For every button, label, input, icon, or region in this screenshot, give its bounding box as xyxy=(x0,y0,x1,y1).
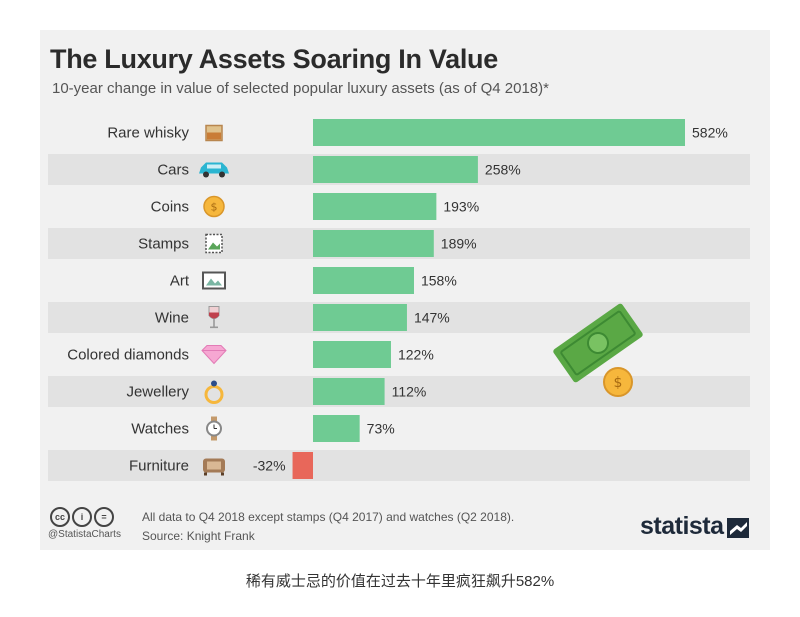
data-label: 582% xyxy=(692,125,728,141)
bar xyxy=(313,304,407,331)
bar xyxy=(313,378,385,405)
watch-icon xyxy=(206,416,222,441)
bar xyxy=(292,452,313,479)
data-label: 112% xyxy=(392,384,427,400)
category-label: Furniture xyxy=(129,458,189,475)
money-illustration-icon xyxy=(553,303,643,383)
data-source: Source: Knight Frank xyxy=(142,529,255,543)
svg-text:$: $ xyxy=(614,375,623,391)
category-label: Coins xyxy=(151,199,189,216)
cc-icon: cc xyxy=(50,507,70,527)
stamp-icon xyxy=(205,233,223,254)
category-label: Art xyxy=(170,273,190,290)
category-label: Cars xyxy=(157,162,189,179)
coin-icon: $ xyxy=(203,195,225,218)
coin-illustration-icon: $ xyxy=(603,367,633,397)
data-label: 147% xyxy=(414,310,450,326)
data-label: 73% xyxy=(367,421,395,437)
statista-logo-mark xyxy=(727,518,749,538)
bar xyxy=(313,193,437,220)
data-label: 193% xyxy=(443,199,479,215)
category-label: Wine xyxy=(155,310,189,327)
data-note: All data to Q4 2018 except stamps (Q4 20… xyxy=(142,510,515,524)
bar xyxy=(313,156,478,183)
license-handle: @StatistaCharts xyxy=(48,529,121,540)
chart-subtitle: 10-year change in value of selected popu… xyxy=(52,80,549,97)
row-band xyxy=(48,376,750,407)
category-label: Colored diamonds xyxy=(67,347,189,364)
svg-text:$: $ xyxy=(211,201,218,214)
art-frame-icon xyxy=(202,271,226,290)
no-derivatives-icon: = xyxy=(94,507,114,527)
car-icon xyxy=(199,162,229,178)
bar xyxy=(313,415,360,442)
category-label: Jewellery xyxy=(126,384,189,401)
whisky-glass-icon xyxy=(205,124,223,142)
row-band xyxy=(48,450,750,481)
chart-title: The Luxury Assets Soaring In Value xyxy=(50,44,498,74)
armchair-icon xyxy=(203,458,225,476)
data-label: 189% xyxy=(441,236,477,252)
bar xyxy=(313,341,391,368)
data-label: 122% xyxy=(398,347,434,363)
bar xyxy=(313,267,414,294)
image-caption: 稀有威士忌的价值在过去十年里疯狂飙升582% xyxy=(245,573,555,590)
category-label: Watches xyxy=(131,421,189,438)
wine-glass-icon xyxy=(208,306,220,329)
data-label: 258% xyxy=(485,162,521,178)
statista-logo: statista xyxy=(640,512,724,540)
category-label: Rare whisky xyxy=(107,125,189,142)
category-label: Stamps xyxy=(138,236,189,253)
bar xyxy=(313,230,434,257)
diamond-icon xyxy=(201,345,227,365)
license-icons: cc i = xyxy=(50,507,116,527)
data-label: 158% xyxy=(421,273,457,289)
ring-icon xyxy=(204,380,224,404)
data-label: -32% xyxy=(253,458,286,474)
attribution-icon: i xyxy=(72,507,92,527)
bar xyxy=(313,119,685,146)
